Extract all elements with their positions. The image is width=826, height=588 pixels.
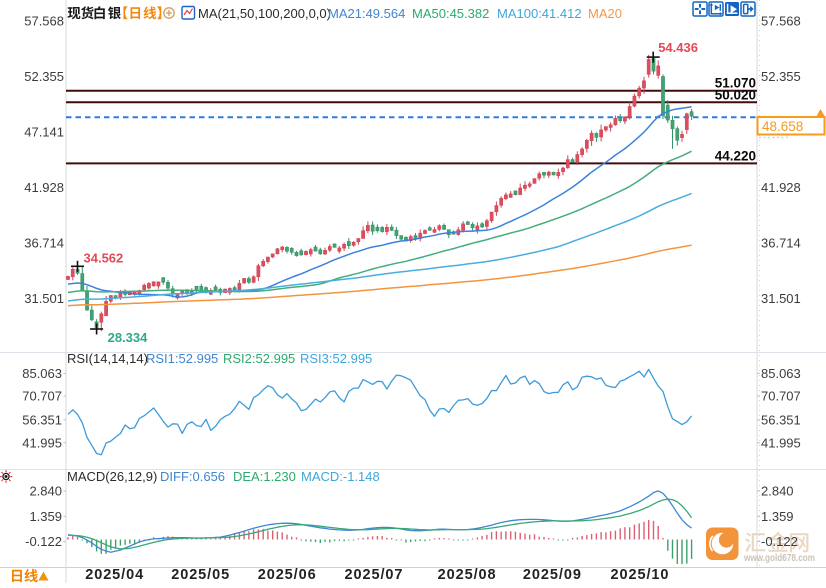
svg-text:51.070: 51.070 [715,76,756,91]
svg-text:56.351: 56.351 [761,412,801,427]
svg-text:DEA:1.230: DEA:1.230 [233,469,296,484]
svg-text:RSI(14,14,14): RSI(14,14,14) [67,351,148,366]
svg-text:36.714: 36.714 [761,236,801,251]
svg-text:2.840: 2.840 [29,484,62,499]
svg-text:44.220: 44.220 [715,148,756,163]
svg-text:1.359: 1.359 [761,509,794,524]
svg-text:2025/05: 2025/05 [171,567,229,583]
svg-text:MA(21,50,100,200,0,0): MA(21,50,100,200,0,0) [198,6,331,21]
svg-text:RSI1:52.995: RSI1:52.995 [146,351,218,366]
svg-text:RSI2:52.995: RSI2:52.995 [223,351,295,366]
svg-text:41.995: 41.995 [761,435,801,450]
svg-text:34.562: 34.562 [84,250,124,265]
svg-text:41.928: 41.928 [24,180,64,195]
svg-text:28.334: 28.334 [108,330,149,345]
svg-text:2025/06: 2025/06 [258,567,316,583]
svg-text:MA21:49.564: MA21:49.564 [328,6,405,21]
svg-text:2025/09: 2025/09 [523,567,581,583]
svg-text:RSI3:52.995: RSI3:52.995 [300,351,372,366]
svg-text:47.141: 47.141 [24,125,64,140]
svg-text:70.707: 70.707 [761,389,801,404]
svg-text:50.020: 50.020 [715,88,756,103]
svg-text:31.501: 31.501 [24,291,64,306]
svg-text:MA20: MA20 [588,6,622,21]
svg-text:70.707: 70.707 [22,389,62,404]
svg-text:DIFF:0.656: DIFF:0.656 [160,469,225,484]
svg-text:41.995: 41.995 [22,435,62,450]
svg-text:-0.122: -0.122 [761,534,798,549]
svg-text:41.928: 41.928 [761,180,801,195]
svg-text:85.063: 85.063 [761,366,801,381]
svg-text:MACD:-1.148: MACD:-1.148 [301,469,380,484]
svg-text:56.351: 56.351 [22,412,62,427]
svg-text:2025/08: 2025/08 [438,567,496,583]
svg-text:52.355: 52.355 [24,69,64,84]
svg-text:2025/07: 2025/07 [345,567,403,583]
svg-text:MACD(26,12,9): MACD(26,12,9) [67,469,157,484]
svg-text:2025/04: 2025/04 [85,567,143,583]
svg-text:2.840: 2.840 [761,484,794,499]
svg-text:52.355: 52.355 [761,69,801,84]
svg-text:1.359: 1.359 [29,509,62,524]
svg-text:57.568: 57.568 [24,14,64,29]
svg-text:36.714: 36.714 [24,236,64,251]
svg-text:MA50:45.382: MA50:45.382 [412,6,489,21]
svg-text:2025/10: 2025/10 [611,567,669,583]
svg-text:www.gold678.com: www.gold678.com [743,552,815,564]
svg-text:48.658: 48.658 [762,119,803,134]
svg-text:MA100:41.412: MA100:41.412 [497,6,582,21]
svg-text:57.568: 57.568 [761,14,801,29]
svg-text:85.063: 85.063 [22,366,62,381]
svg-text:-0.122: -0.122 [25,534,62,549]
svg-text:54.436: 54.436 [658,40,698,55]
svg-text:31.501: 31.501 [761,291,801,306]
